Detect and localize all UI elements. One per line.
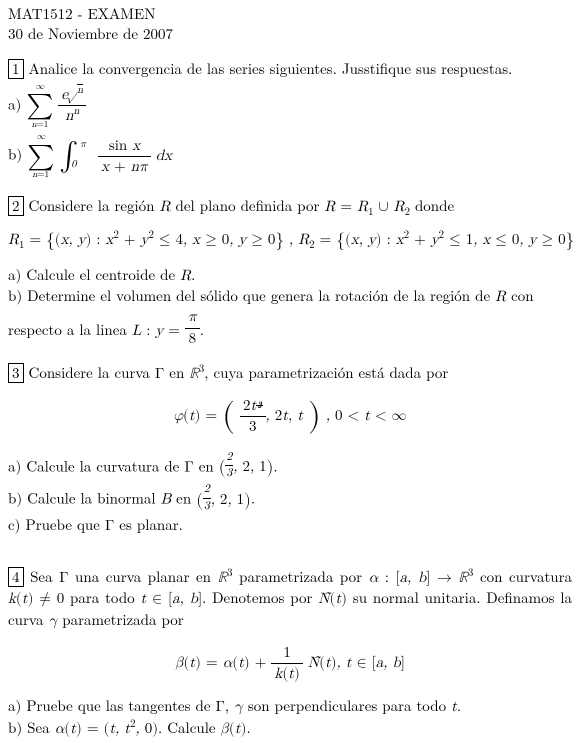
p2-intro-b: del plano definida por <box>171 195 325 216</box>
problem-2: 2 Considere la región R del plano defini… <box>8 196 572 349</box>
p4a-text2: son perpendiculares para todo <box>243 695 451 716</box>
p2-part-a: a) Calcule el centroide de R. <box>8 265 572 286</box>
problem-number-2: 2 <box>8 196 24 216</box>
p4-i7: parametrizada por <box>57 609 183 630</box>
exam-header: MAT1512 - EXAMEN 30 de Noviembre de 2007 <box>8 4 572 45</box>
p3-intro-b: , cuya parametrización está dada por <box>204 362 448 383</box>
p4-beta-def: β(t) = α(t) + 1k(t) N̂(t), t ∈ [a, b] <box>8 643 572 685</box>
p2-part-b: b) Determine el volumen del sólido que g… <box>8 286 572 349</box>
p4-i1: Sea Γ una curva planar en <box>30 566 218 587</box>
p4-i4: para todo <box>64 587 140 608</box>
p1b-label: b) <box>8 144 22 165</box>
problem-number-4: 4 <box>8 567 24 587</box>
p4a-text: a) Pruebe que las tangentes de Γ, <box>8 695 234 716</box>
p3b-text2: en <box>171 488 196 509</box>
p4b-text2: . Calcule <box>158 717 221 738</box>
problem-4: 4 Sea Γ una curva planar en ℝ3 parametri… <box>8 567 572 739</box>
p3a-text: a) Calcule la curvatura de Γ en <box>8 455 219 476</box>
p3-intro-a: Considere la curva Γ en <box>29 362 190 383</box>
p2-sets: R1 = {(x, y) : x2 + y2 ≤ 4, x ≥ 0, y ≥ 0… <box>8 229 572 253</box>
exam-date: 30 de Noviembre de 2007 <box>8 24 572 44</box>
p4-i3: con curvatura <box>473 566 572 587</box>
p3-part-b: b) Calcule la binormal B en (23, 2, 1). <box>8 482 572 515</box>
p3-param: φ(t) = ( 2t323, 2t, t ) , 0 < t < ∞ <box>8 396 572 438</box>
problem-3: 3 Considere la curva Γ en ℝ3, cuya param… <box>8 363 572 535</box>
p2-intro-c: donde <box>410 195 454 216</box>
p2-intro-a: Considere la región <box>29 195 160 216</box>
p2b-text1: b) Determine el volumen del sólido que g… <box>8 285 495 306</box>
p1-part-b: b) ∞∑n=1 ∫ π 0 sin xx + nπ dx <box>8 131 572 181</box>
p3-part-c: c) Pruebe que Γ es planar. <box>8 515 572 535</box>
p4-i2: parametrizada por <box>233 566 369 587</box>
p1-part-a: a) ∞∑n=1 e√nnn <box>8 81 572 131</box>
course-code: MAT1512 - EXAMEN <box>8 4 572 24</box>
p4-part-b: b) Sea α(t) = (t, t2, 0). Calcule β(t). <box>8 718 572 739</box>
p3-part-a: a) Calcule la curvatura de Γ en (23, 2, … <box>8 450 572 483</box>
p1a-label: a) <box>8 93 21 114</box>
p2a-text: a) Calcule el centroide de <box>8 264 180 285</box>
problem-number-1: 1 <box>8 59 24 79</box>
problem-1: 1 Analice la convergencia de las series … <box>8 59 572 182</box>
p1-text: Analice la convergencia de las series si… <box>29 58 513 79</box>
p4b-text: b) Sea <box>8 717 55 738</box>
p4-part-a: a) Pruebe que las tangentes de Γ, γ son … <box>8 696 572 717</box>
p3b-text: b) Calcule la binormal <box>8 488 161 509</box>
p4-i5: . Denotemos por <box>202 587 318 608</box>
problem-number-3: 3 <box>8 363 24 383</box>
